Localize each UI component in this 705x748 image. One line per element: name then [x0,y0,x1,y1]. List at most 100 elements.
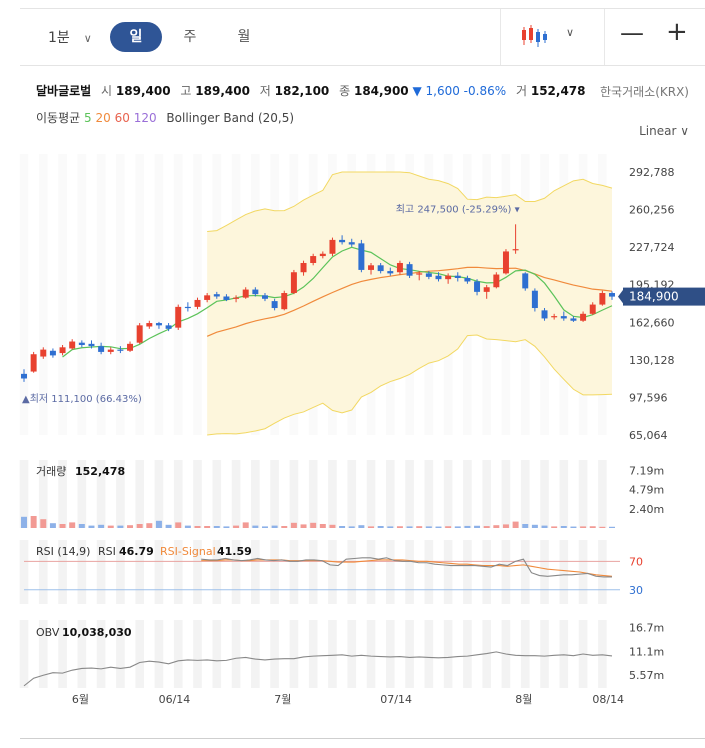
grid-stripe [405,540,414,604]
scale-select[interactable]: Linear ∨ [639,124,689,138]
volume-bar [175,522,182,528]
candle-body [551,316,558,318]
candle-body [329,239,336,254]
grid-stripe [598,620,607,688]
high-label: 고 [180,84,192,98]
candle-body [30,354,37,372]
grid-stripe [289,620,299,688]
grid-stripe [540,540,549,604]
period-select[interactable]: 1분 ∨ [48,27,92,47]
candle-body [290,272,297,294]
tab-month[interactable]: 월 [237,29,251,45]
candle-body [155,323,162,326]
grid-stripe [77,460,87,528]
indicator-legend: 이동평균 5 20 60 120 Bollinger Band (20,5) [36,109,294,126]
grid-stripe [328,620,337,688]
grid-stripe [251,460,260,528]
grid-stripe [19,620,29,688]
candle-body [599,293,606,305]
grid-stripe [135,620,144,688]
grid-stripe [193,540,202,604]
volume-bar [146,523,153,528]
volume-bar [474,525,481,528]
grid-stripe [251,620,260,688]
volume-bar [445,526,452,528]
grid-stripe [135,154,144,435]
volume-bar [290,522,297,528]
ma20-label: 20 [95,111,111,125]
volume-bar [136,524,143,528]
candle-body [609,293,615,297]
grid-stripe [443,620,453,688]
last-price-pointer [618,288,624,305]
tab-week[interactable]: 주 [183,29,197,45]
volume-bar [531,524,538,528]
candle-body [464,278,471,282]
candle-body [300,262,307,273]
price-tick-label: 227,724 [629,241,675,254]
candle-body [396,262,403,273]
candle-body [252,289,259,295]
grid-stripe [424,620,434,688]
volume-bar [184,525,191,528]
ma60-label: 60 [114,111,130,125]
grid-stripe [116,154,125,435]
grid-stripe [463,460,472,528]
grid-stripe [135,540,144,604]
grid-stripe [385,540,395,604]
open-value: 189,400 [115,84,171,98]
rsi-value: 46.79 [119,545,154,558]
price-info: 달바글로벌 시 189,400 고 189,400 저 182,100 종 18… [36,82,586,99]
high-value: 189,400 [195,84,250,98]
volume-bar [599,526,606,528]
obv-tick-label: 11.1m [629,645,664,658]
grid-stripe [424,460,434,528]
grid-stripe [212,460,222,528]
last-price-value: 184,900 [629,290,679,304]
ma120-label: 120 [133,111,157,125]
volume-bar [560,526,567,528]
grid-stripe [520,460,530,528]
candle-body [406,264,413,276]
price-tick-label: 130,128 [629,354,675,367]
volume-bar [435,526,442,528]
open-label: 시 [101,84,113,98]
grid-stripe [193,460,202,528]
last-price-badge [623,287,705,306]
volume-bar [242,522,249,528]
tab-day[interactable]: 일 [110,22,162,52]
volume-bar [396,526,403,528]
candle-body [233,297,240,299]
candle-body [454,275,461,279]
chart-type-chevron-icon[interactable]: ∨ [566,26,575,39]
candle-body [88,343,95,347]
volume-bar [213,526,220,528]
volume-bar [551,526,558,528]
grid-stripe [482,540,492,604]
ma5-line [62,246,613,358]
candle-body [69,341,76,349]
volume-bar [512,521,519,528]
grid-stripe [116,620,125,688]
grid-stripe [38,620,48,688]
candle-body [339,239,346,243]
volume-bar [69,522,76,528]
volume-value: 152,478 [75,465,125,478]
rsi-label: RSI [98,545,116,558]
grid-stripe [58,620,67,688]
rsi-signal-value: 41.59 [217,545,252,558]
zoom-in-button[interactable]: + [666,17,688,47]
grid-stripe [19,154,29,435]
candle-body [570,318,577,321]
volume-bar [580,526,587,528]
grid-stripe [405,620,414,688]
candle-body [165,325,172,329]
volume-bar [300,524,307,528]
candlestick-icon[interactable] [520,23,550,49]
volume-bar [127,525,134,528]
zoom-out-button[interactable]: — [620,19,644,47]
grid-stripe [19,540,29,604]
volume-bar [281,526,288,528]
volume-bar [589,526,596,528]
